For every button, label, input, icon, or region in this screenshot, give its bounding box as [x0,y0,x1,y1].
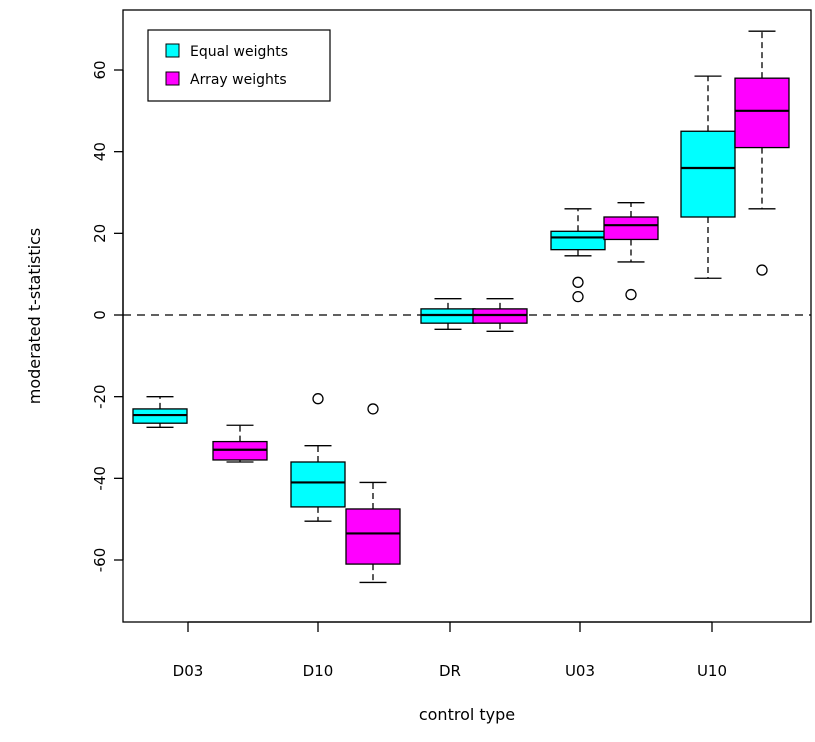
box-equal-weights-u10 [680,75,736,279]
box-equal-weights-dr [420,298,476,330]
x-axis: D03 D10 DR U03 U10 [173,621,727,680]
outlier-point [572,276,584,288]
box-array-weights-u10 [734,30,790,276]
outlier-point [367,403,379,415]
x-tick-label: D10 [303,662,334,680]
x-tick-label: U10 [697,662,727,680]
legend: Equal weights Array weights [147,29,331,102]
outlier-point [756,264,768,276]
x-tick-label: DR [439,662,461,680]
box-equal-weights-d03 [132,396,188,428]
outlier-point [572,290,584,303]
legend-label-equal-weights: Equal weights [190,44,288,60]
y-axis: -60 -40 -20 0 20 40 60 [91,60,124,573]
y-tick-label: -20 [91,384,109,409]
box-body [603,216,659,241]
y-tick-label: 40 [91,142,109,161]
y-tick-label: 60 [91,60,109,79]
boxes-layer [132,30,790,584]
box-body [680,130,736,218]
box-array-weights-dr [472,298,528,332]
box-body [550,230,606,251]
box-equal-weights-u03 [550,208,606,303]
box-array-weights-d10 [345,403,401,584]
x-axis-label: control type [419,705,515,724]
box-array-weights-u03 [603,202,659,301]
y-tick-label: -60 [91,548,109,573]
box-array-weights-d03 [212,424,268,463]
box-body [734,77,790,149]
box-body [290,461,346,508]
x-tick-label: U03 [565,662,595,680]
y-tick-label: 20 [91,224,109,243]
outlier-point [312,393,324,405]
box-body [345,508,401,565]
legend-frame [147,29,331,102]
legend-swatch-array-weights [165,71,180,86]
legend-swatch-equal-weights [165,43,180,58]
y-tick-label: -40 [91,466,109,491]
y-tick-label: 0 [91,310,109,320]
box-equal-weights-d10 [290,393,346,522]
legend-label-array-weights: Array weights [190,72,287,88]
x-tick-label: D03 [173,662,204,680]
y-axis-label: moderated t-statistics [25,228,44,404]
outlier-point [625,288,637,301]
